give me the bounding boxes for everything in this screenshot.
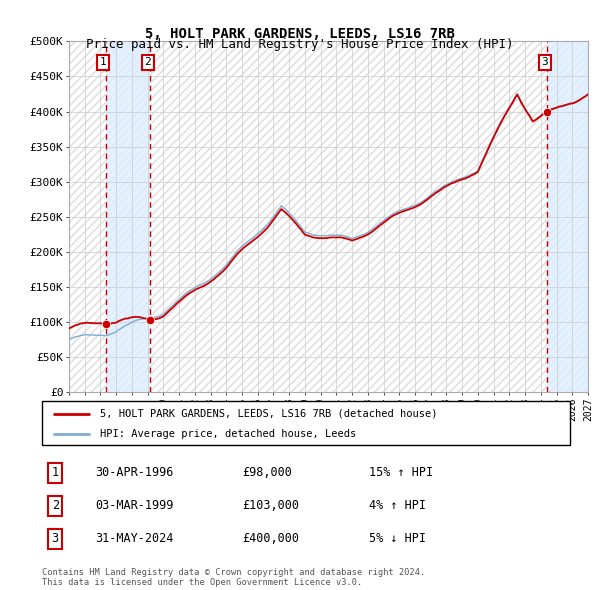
Text: 30-APR-1996: 30-APR-1996 xyxy=(95,466,173,480)
Text: £98,000: £98,000 xyxy=(242,466,293,480)
Text: 5% ↓ HPI: 5% ↓ HPI xyxy=(370,532,427,546)
Text: 31-MAY-2024: 31-MAY-2024 xyxy=(95,532,173,546)
Text: 3: 3 xyxy=(52,532,59,546)
Text: Contains HM Land Registry data © Crown copyright and database right 2024.
This d: Contains HM Land Registry data © Crown c… xyxy=(42,568,425,587)
Text: 1: 1 xyxy=(52,466,59,480)
Text: 4% ↑ HPI: 4% ↑ HPI xyxy=(370,499,427,513)
Text: 15% ↑ HPI: 15% ↑ HPI xyxy=(370,466,433,480)
Bar xyxy=(547,41,588,392)
Text: HPI: Average price, detached house, Leeds: HPI: Average price, detached house, Leed… xyxy=(100,430,356,440)
Text: £103,000: £103,000 xyxy=(242,499,299,513)
Text: Price paid vs. HM Land Registry's House Price Index (HPI): Price paid vs. HM Land Registry's House … xyxy=(86,38,514,51)
Text: £400,000: £400,000 xyxy=(242,532,299,546)
Bar xyxy=(106,41,151,392)
Text: 03-MAR-1999: 03-MAR-1999 xyxy=(95,499,173,513)
Text: 1: 1 xyxy=(100,57,107,67)
FancyBboxPatch shape xyxy=(42,401,570,445)
Text: 5, HOLT PARK GARDENS, LEEDS, LS16 7RB (detached house): 5, HOLT PARK GARDENS, LEEDS, LS16 7RB (d… xyxy=(100,409,437,418)
Text: 2: 2 xyxy=(52,499,59,513)
Text: 2: 2 xyxy=(145,57,151,67)
Text: 5, HOLT PARK GARDENS, LEEDS, LS16 7RB: 5, HOLT PARK GARDENS, LEEDS, LS16 7RB xyxy=(145,27,455,41)
Text: 3: 3 xyxy=(542,57,548,67)
